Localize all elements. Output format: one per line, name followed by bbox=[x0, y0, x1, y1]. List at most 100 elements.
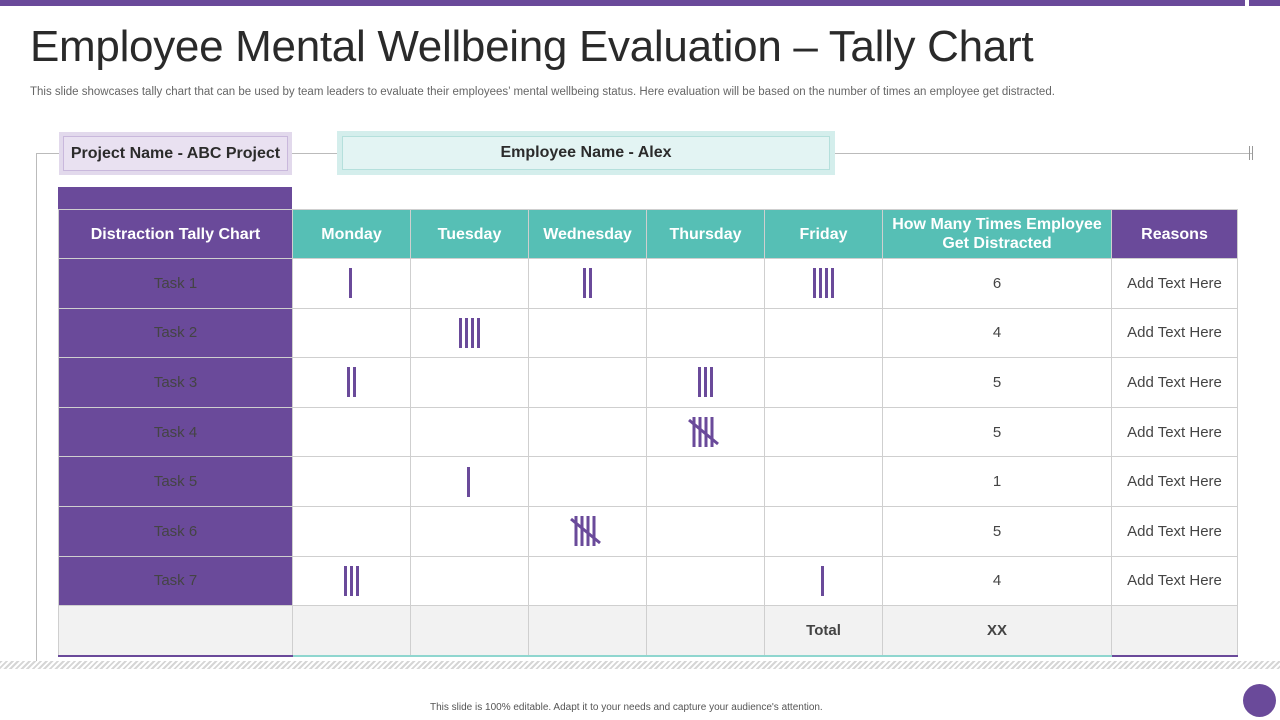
tally-cell bbox=[410, 555, 529, 607]
frame-line-end-cap bbox=[1249, 146, 1250, 160]
distraction-count: 5 bbox=[882, 406, 1112, 458]
tally-slash bbox=[688, 418, 719, 446]
reason-text: Add Text Here bbox=[1111, 258, 1238, 309]
tally-cell bbox=[528, 505, 647, 557]
tally-cell bbox=[292, 258, 411, 309]
tally-marks bbox=[688, 417, 719, 448]
total-value: XX bbox=[882, 605, 1112, 657]
tally-cell bbox=[764, 505, 883, 557]
tally-cell bbox=[528, 555, 647, 607]
reason-text: Add Text Here bbox=[1111, 505, 1238, 557]
table-row: Task 4 5 Add Text Here bbox=[58, 406, 1238, 458]
tally-cell bbox=[646, 307, 765, 359]
tally-cell bbox=[646, 258, 765, 309]
footer-note: This slide is 100% editable. Adapt it to… bbox=[430, 702, 823, 713]
reason-text: Add Text Here bbox=[1111, 456, 1238, 507]
employee-name-box: Employee Name - Alex bbox=[337, 131, 835, 175]
tally-cell bbox=[292, 555, 411, 607]
table-row: Task 1 6 Add Text Here bbox=[58, 258, 1238, 309]
header-distraction-count: How Many Times Employee Get Distracted bbox=[882, 209, 1112, 259]
distraction-count: 5 bbox=[882, 357, 1112, 408]
tally-marks bbox=[813, 268, 834, 299]
reason-text: Add Text Here bbox=[1111, 357, 1238, 408]
tally-cell bbox=[410, 258, 529, 309]
distraction-count: 4 bbox=[882, 555, 1112, 607]
page-subtitle: This slide showcases tally chart that ca… bbox=[30, 86, 1055, 98]
table-row: Task 5 1 Add Text Here bbox=[58, 456, 1238, 507]
tally-marks bbox=[459, 317, 480, 348]
tally-table: Distraction Tally Chart Monday Tuesday W… bbox=[58, 209, 1238, 657]
reason-text: Add Text Here bbox=[1111, 555, 1238, 607]
tally-cell bbox=[528, 456, 647, 507]
tally-marks bbox=[820, 565, 824, 596]
table-tab-strip bbox=[58, 187, 292, 209]
frame-line-left bbox=[36, 153, 37, 663]
header-monday: Monday bbox=[292, 209, 411, 259]
total-empty-cell bbox=[646, 605, 765, 657]
employee-name-label: Employee Name - Alex bbox=[342, 136, 830, 170]
distraction-count: 4 bbox=[882, 307, 1112, 359]
total-empty-cell bbox=[528, 605, 647, 657]
tally-cell bbox=[410, 357, 529, 408]
tally-marks bbox=[570, 516, 601, 547]
tally-cell bbox=[410, 406, 529, 458]
tally-marks bbox=[347, 367, 356, 398]
distraction-count: 5 bbox=[882, 505, 1112, 557]
header-distraction-tally-chart: Distraction Tally Chart bbox=[58, 209, 293, 259]
total-empty-cell bbox=[410, 605, 529, 657]
table-row: Task 7 4 Add Text Here bbox=[58, 555, 1238, 607]
tally-cell bbox=[528, 258, 647, 309]
tally-cell bbox=[528, 357, 647, 408]
reason-text: Add Text Here bbox=[1111, 406, 1238, 458]
distraction-count: 1 bbox=[882, 456, 1112, 507]
header-wednesday: Wednesday bbox=[528, 209, 647, 259]
distraction-count: 6 bbox=[882, 258, 1112, 309]
tally-cell bbox=[292, 406, 411, 458]
tally-cell bbox=[764, 357, 883, 408]
table-header-row: Distraction Tally Chart Monday Tuesday W… bbox=[58, 209, 1238, 259]
tally-cell bbox=[292, 505, 411, 557]
tally-cell bbox=[410, 456, 529, 507]
task-label: Task 3 bbox=[58, 357, 293, 408]
task-label: Task 5 bbox=[58, 456, 293, 507]
tally-marks bbox=[466, 466, 470, 497]
tally-marks bbox=[348, 268, 352, 299]
header-tuesday: Tuesday bbox=[410, 209, 529, 259]
header-friday: Friday bbox=[764, 209, 883, 259]
tally-marks bbox=[698, 367, 713, 398]
table-row: Task 2 4 Add Text Here bbox=[58, 307, 1238, 359]
tally-cell bbox=[646, 505, 765, 557]
tally-cell bbox=[528, 406, 647, 458]
task-label: Task 2 bbox=[58, 307, 293, 359]
tally-cell bbox=[528, 307, 647, 359]
tally-cell bbox=[410, 505, 529, 557]
tally-cell bbox=[646, 357, 765, 408]
tally-cell bbox=[292, 357, 411, 408]
frame-line-end-cap-2 bbox=[1252, 146, 1253, 160]
corner-circle-decoration bbox=[1243, 684, 1276, 717]
tally-marks bbox=[583, 268, 592, 299]
tally-cell bbox=[764, 406, 883, 458]
task-label: Task 6 bbox=[58, 505, 293, 557]
total-label: Total bbox=[764, 605, 883, 657]
header-reasons: Reasons bbox=[1111, 209, 1238, 259]
tally-cell bbox=[646, 555, 765, 607]
tally-cell bbox=[764, 456, 883, 507]
tally-marks bbox=[344, 565, 359, 596]
top-accent-bar bbox=[0, 0, 1245, 6]
task-label: Task 1 bbox=[58, 258, 293, 309]
table-row: Task 3 5 Add Text Here bbox=[58, 357, 1238, 408]
tally-cell bbox=[410, 307, 529, 359]
task-label: Task 7 bbox=[58, 555, 293, 607]
tally-cell bbox=[646, 456, 765, 507]
tally-cell bbox=[646, 406, 765, 458]
table-row: Task 6 5 Add Text Here bbox=[58, 505, 1238, 557]
tally-cell bbox=[764, 258, 883, 309]
header-thursday: Thursday bbox=[646, 209, 765, 259]
reason-text: Add Text Here bbox=[1111, 307, 1238, 359]
total-empty-cell bbox=[292, 605, 411, 657]
project-name-label: Project Name - ABC Project bbox=[63, 136, 288, 171]
bottom-hatched-stripe bbox=[0, 661, 1280, 669]
project-name-box: Project Name - ABC Project bbox=[59, 132, 292, 175]
top-accent-bar-end bbox=[1249, 0, 1280, 6]
